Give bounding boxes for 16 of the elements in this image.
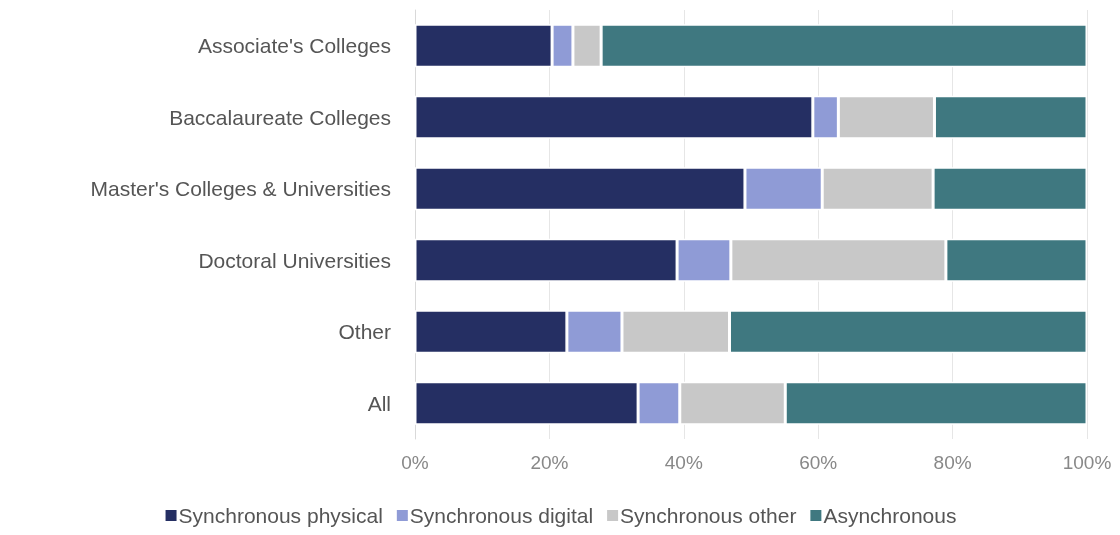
y-tick-label: Associate's Colleges: [197, 34, 391, 58]
legend-label: Asynchronous: [823, 504, 957, 527]
y-tick-label: Baccalaureate Colleges: [169, 105, 391, 129]
x-tick-label: 100%: [1062, 452, 1112, 473]
y-tick-label: All: [367, 391, 391, 415]
x-tick-label: 0%: [401, 452, 429, 473]
legend-label: Synchronous digital: [409, 504, 594, 527]
x-tick-label: 20%: [530, 452, 569, 473]
y-tick-label: Doctoral Universities: [198, 248, 391, 272]
legend-label: Synchronous other: [620, 504, 797, 527]
x-tick-label: 60%: [799, 452, 838, 473]
x-tick-label: 80%: [933, 452, 972, 473]
legend-label: Synchronous physical: [178, 504, 383, 527]
y-tick-label: Master's Colleges & Universities: [90, 177, 391, 201]
x-tick-label: 40%: [664, 452, 703, 473]
y-tick-label: Other: [338, 320, 391, 344]
